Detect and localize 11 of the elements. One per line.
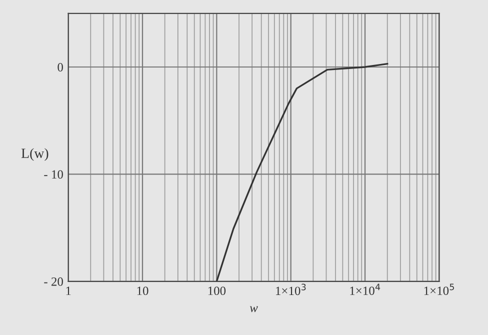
y-tick-label: - 20 [44, 277, 63, 286]
x-tick-label: 100 [208, 286, 226, 296]
y-tick-label: - 10 [44, 170, 63, 179]
x-tick-label: 1×10$^{4}$ [350, 284, 380, 296]
x-tick-label: 10 [137, 286, 148, 296]
x-axis-title: w [250, 306, 258, 312]
y-axis-title: L(w) [21, 148, 48, 161]
x-tick-label: 1×10$^{5}$ [424, 284, 454, 296]
y-tick-label: 0 [58, 63, 63, 72]
x-tick-label: 1 [66, 286, 71, 295]
x-tick-label: 1×10$^{3}$ [276, 284, 306, 296]
